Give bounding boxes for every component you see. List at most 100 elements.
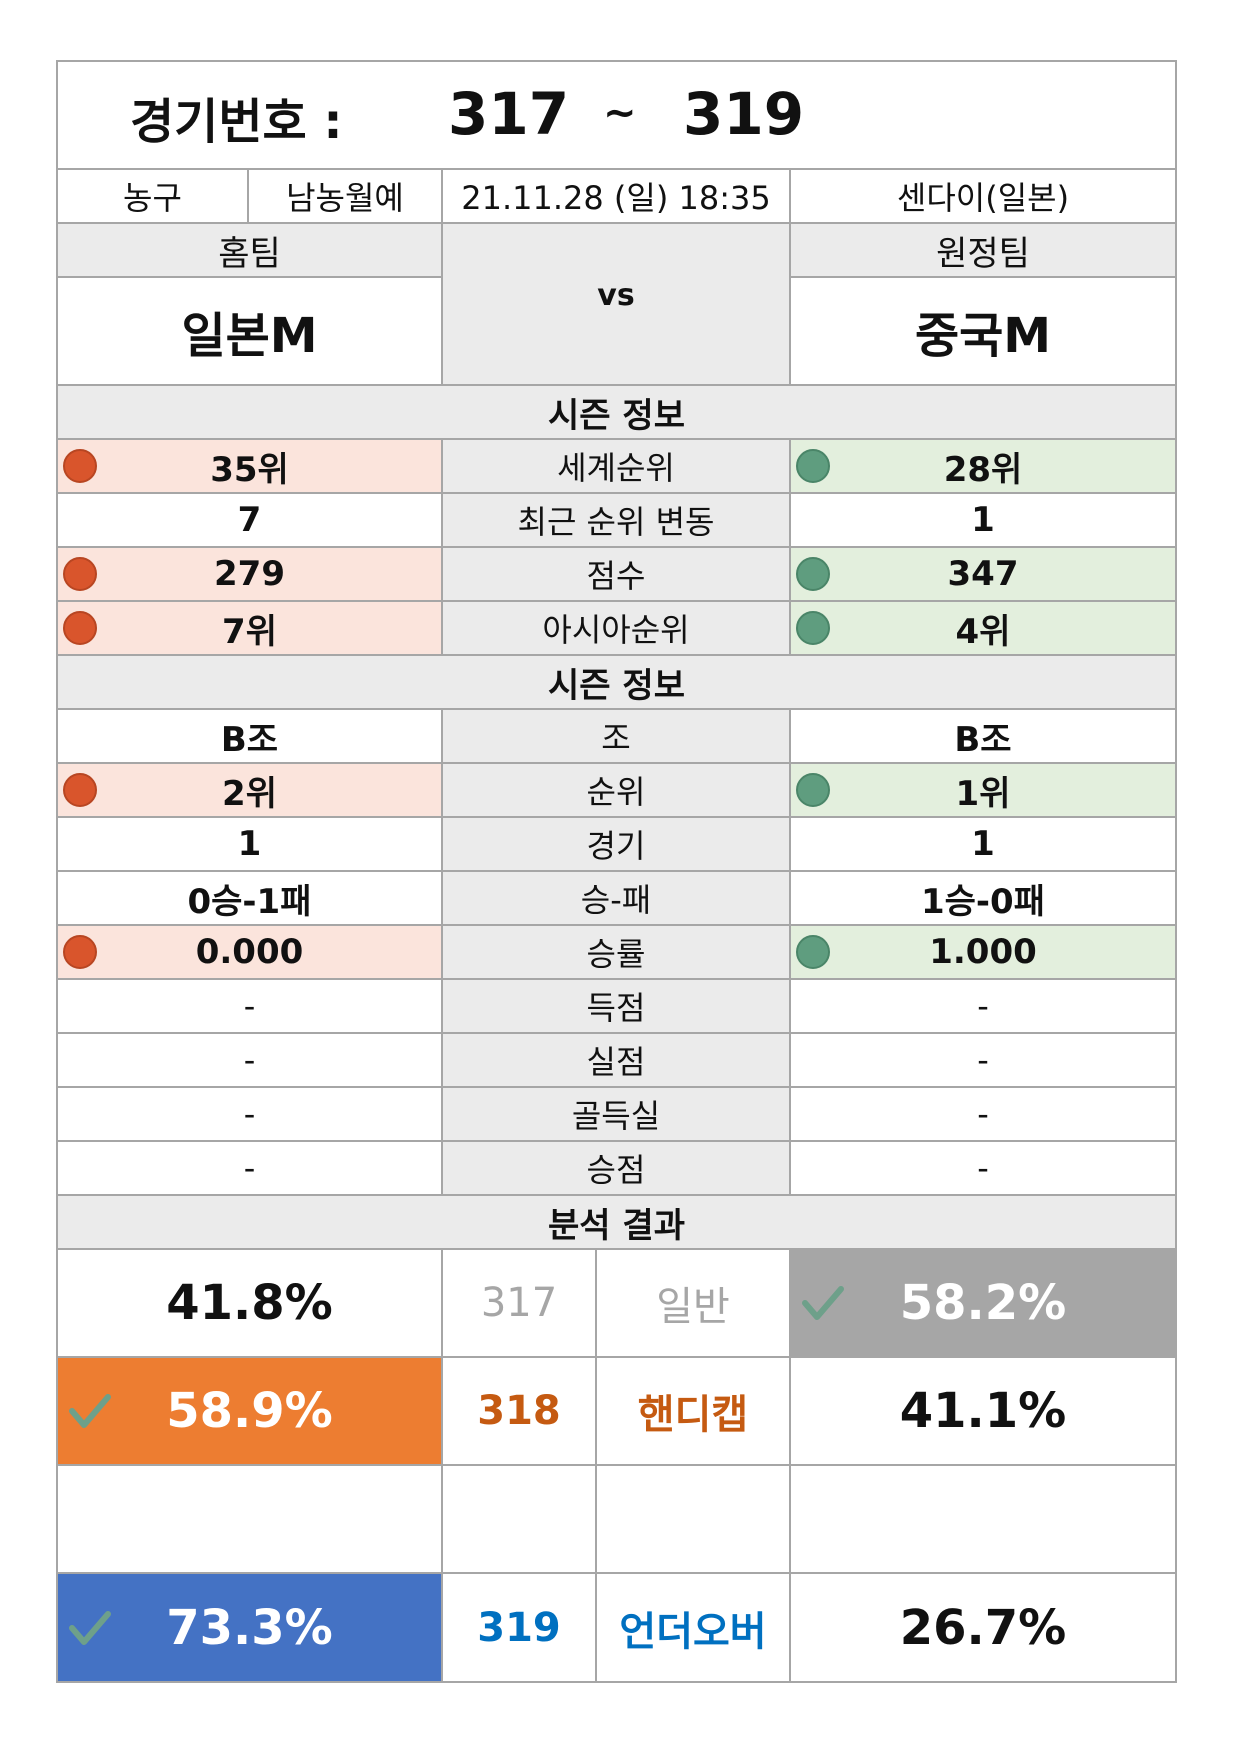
home-points: 279: [58, 548, 443, 602]
red-circle-icon: [63, 449, 97, 483]
underover-match-number: 319: [443, 1574, 597, 1681]
league-points-label: 승점: [443, 1142, 791, 1196]
asia-rank-label: 아시아순위: [443, 602, 791, 656]
season-info-title: 시즌 정보: [58, 386, 1175, 440]
away-asia-rank-value: 4위: [955, 611, 1011, 652]
away-points-value: 347: [947, 554, 1019, 594]
match-sheet: 경기번호 : 317 ~ 319 농구 남농월예 21.11.28 (일) 18…: [56, 60, 1177, 1683]
world-rank-label: 세계순위: [443, 440, 791, 494]
group-label: 조: [443, 710, 791, 764]
empty-away-cell: [791, 1466, 1175, 1574]
home-world-rank-value: 35위: [210, 449, 289, 490]
away-goal-diff: -: [791, 1088, 1175, 1142]
underover-bet-type: 언더오버: [597, 1574, 791, 1681]
red-circle-icon: [63, 557, 97, 591]
green-circle-icon: [796, 935, 830, 969]
general-home-percent: 41.8%: [58, 1250, 443, 1358]
away-group: B조: [791, 710, 1175, 764]
green-circle-icon: [796, 773, 830, 807]
underover-away-percent: 26.7%: [899, 1599, 1067, 1656]
home-win-rate-value: 0.000: [195, 932, 304, 972]
red-circle-icon: [63, 773, 97, 807]
group-info-title: 시즌 정보: [58, 656, 1175, 710]
check-icon: [802, 1286, 844, 1320]
home-games: 1: [58, 818, 443, 872]
general-match-number: 317: [443, 1250, 597, 1358]
home-team-label: 홈팀: [58, 224, 443, 278]
away-goals-for: -: [791, 980, 1175, 1034]
green-circle-icon: [796, 557, 830, 591]
home-league-points: -: [58, 1142, 443, 1196]
away-league-points: -: [791, 1142, 1175, 1196]
green-circle-icon: [796, 449, 830, 483]
group-rank-label: 순위: [443, 764, 791, 818]
handicap-home-percent: 58.9%: [58, 1358, 443, 1466]
goals-for-label: 득점: [443, 980, 791, 1034]
empty-number-cell: [443, 1466, 597, 1574]
general-bet-type: 일반: [597, 1250, 791, 1358]
home-group-rank: 2위: [58, 764, 443, 818]
handicap-match-number: 318: [443, 1358, 597, 1466]
match-datetime: 21.11.28 (일) 18:35: [443, 170, 791, 224]
record-label: 승-패: [443, 872, 791, 926]
vs-cell: vs: [443, 224, 791, 386]
away-asia-rank: 4위: [791, 602, 1175, 656]
underover-home-percent: 73.3%: [58, 1574, 443, 1681]
away-points: 347: [791, 548, 1175, 602]
league: 남농월예: [249, 170, 443, 224]
check-icon: [69, 1610, 111, 1645]
match-number-label: 경기번호 :: [130, 94, 343, 150]
away-rank-change: 1: [791, 494, 1175, 548]
goal-diff-label: 골득실: [443, 1088, 791, 1142]
home-goals-against: -: [58, 1034, 443, 1088]
away-goals-against: -: [791, 1034, 1175, 1088]
away-win-rate: 1.000: [791, 926, 1175, 980]
underover-home-percent-value: 73.3%: [166, 1599, 333, 1656]
home-win-rate: 0.000: [58, 926, 443, 980]
home-points-value: 279: [214, 554, 285, 594]
general-away-percent: 58.2%: [791, 1250, 1175, 1358]
match-number-header: 경기번호 : 317 ~ 319: [58, 62, 1175, 170]
away-win-rate-value: 1.000: [929, 932, 1037, 972]
venue: 센다이(일본): [791, 170, 1175, 224]
match-number-start: 317: [448, 80, 570, 148]
empty-home-cell: [58, 1466, 443, 1574]
vs-label: vs: [597, 278, 635, 313]
general-away-percent-value: 58.2%: [899, 1275, 1067, 1331]
home-goal-diff: -: [58, 1088, 443, 1142]
handicap-home-percent-value: 58.9%: [166, 1383, 333, 1439]
home-team-name: 일본M: [58, 278, 443, 386]
sport: 농구: [58, 170, 249, 224]
away-record: 1승-0패: [791, 872, 1175, 926]
green-circle-icon: [796, 611, 830, 645]
goals-against-label: 실점: [443, 1034, 791, 1088]
rank-change-label: 최근 순위 변동: [443, 494, 791, 548]
games-label: 경기: [443, 818, 791, 872]
win-rate-label: 승률: [443, 926, 791, 980]
away-team-label: 원정팀: [791, 224, 1175, 278]
check-icon: [69, 1394, 111, 1428]
away-world-rank-value: 28위: [943, 449, 1023, 490]
home-asia-rank: 7위: [58, 602, 443, 656]
red-circle-icon: [63, 611, 97, 645]
home-record: 0승-1패: [58, 872, 443, 926]
away-group-rank: 1위: [791, 764, 1175, 818]
home-goals-for: -: [58, 980, 443, 1034]
points-label: 점수: [443, 548, 791, 602]
home-world-rank: 35위: [58, 440, 443, 494]
home-asia-rank-value: 7위: [222, 611, 277, 652]
away-team-name: 중국M: [791, 278, 1175, 386]
home-group: B조: [58, 710, 443, 764]
handicap-bet-type: 핸디캡: [597, 1358, 791, 1466]
empty-type-cell: [597, 1466, 791, 1574]
away-world-rank: 28위: [791, 440, 1175, 494]
handicap-away-percent: 41.1%: [791, 1358, 1175, 1466]
red-circle-icon: [63, 935, 97, 969]
away-group-rank-value: 1위: [955, 773, 1011, 814]
analysis-title: 분석 결과: [58, 1196, 1175, 1250]
home-group-rank-value: 2위: [222, 773, 277, 814]
match-number-separator: ~: [603, 90, 637, 136]
away-games: 1: [791, 818, 1175, 872]
match-number-end: 319: [683, 80, 805, 148]
home-rank-change: 7: [58, 494, 443, 548]
